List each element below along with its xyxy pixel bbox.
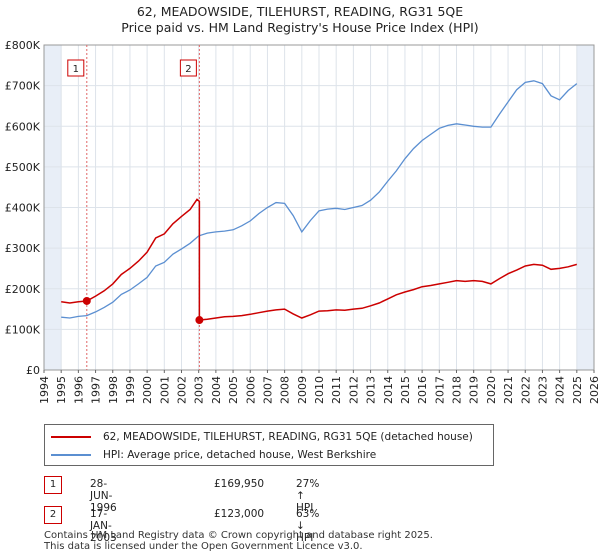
x-tick-label: 1998 — [107, 376, 120, 404]
x-tick-label: 2023 — [536, 376, 549, 404]
x-tick-label: 2006 — [244, 376, 257, 404]
footer-licence: This data is licensed under the Open Gov… — [44, 541, 363, 552]
transaction-date: 17-JAN-2003 — [90, 508, 117, 544]
legend-label-property: 62, MEADOWSIDE, TILEHURST, READING, RG31… — [103, 431, 473, 443]
x-tick-label: 1997 — [90, 376, 103, 404]
chart-subtitle: Price paid vs. HM Land Registry's House … — [121, 20, 479, 35]
x-tick-label: 1995 — [55, 376, 68, 404]
x-tick-label: 2001 — [158, 376, 171, 404]
x-tick-label: 2020 — [485, 376, 498, 404]
x-tick-label: 2002 — [176, 376, 189, 404]
x-tick-label: 2005 — [227, 376, 240, 404]
x-tick-label: 2012 — [347, 376, 360, 404]
legend: 62, MEADOWSIDE, TILEHURST, READING, RG31… — [44, 424, 494, 466]
x-axis: 1994 1995 1996 1997 1998 1999 2000 2001 2002 2003… — [38, 370, 600, 404]
y-tick-label: £800K — [5, 39, 41, 52]
y-tick-label: £300K — [5, 242, 41, 255]
sale-points — [82, 296, 204, 325]
x-tick-label: 1999 — [124, 376, 137, 404]
y-tick-label: £400K — [5, 202, 41, 215]
x-tick-label: 2007 — [261, 376, 274, 404]
x-tick-label: 2013 — [365, 376, 378, 404]
legend-item-hpi: HPI: Average price, detached house, West… — [51, 446, 376, 464]
sale-marker-label: 1 — [73, 64, 79, 75]
x-tick-label: 2011 — [330, 376, 343, 404]
legend-label-hpi: HPI: Average price, detached house, West… — [103, 449, 377, 461]
transaction-hpi-diff: 27% ↑ HPI — [296, 478, 320, 514]
x-tick-label: 2026 — [588, 376, 600, 404]
transaction-hpi-diff: 63% ↓ HPI — [296, 508, 320, 544]
y-tick-label: £0 — [26, 364, 40, 377]
legend-item-property: 62, MEADOWSIDE, TILEHURST, READING, RG31… — [51, 428, 473, 446]
x-tick-label: 2009 — [296, 376, 309, 404]
hpi-series-line — [61, 80, 578, 319]
footer-copyright: Contains HM Land Registry data © Crown c… — [44, 530, 433, 541]
x-tick-label: 2018 — [451, 376, 464, 404]
x-tick-label: 1994 — [38, 376, 51, 404]
property-series-line — [61, 198, 578, 321]
x-tick-label: 2008 — [279, 376, 292, 404]
x-tick-label: 2019 — [468, 376, 481, 404]
sale-marker-badge — [179, 59, 197, 77]
x-tick-label: 1996 — [72, 376, 85, 404]
x-tick-label: 2004 — [210, 376, 223, 404]
x-tick-label: 2015 — [399, 376, 412, 404]
sale-point — [82, 296, 91, 305]
x-tick-label: 2016 — [416, 376, 429, 404]
x-tick-label: 2014 — [382, 376, 395, 404]
y-tick-label: £100K — [5, 323, 41, 336]
transaction-price: £169,950 — [214, 478, 265, 490]
gridlines — [43, 44, 595, 371]
x-tick-label: 2025 — [571, 376, 584, 404]
x-tick-label: 2010 — [313, 376, 326, 404]
x-tick-label: 2017 — [433, 376, 446, 404]
y-tick-label: £200K — [5, 283, 41, 296]
x-tick-label: 2022 — [519, 376, 532, 404]
price-chart: £0 £100K £200K £300K £400K £500K £600K £700K £80… — [5, 39, 600, 404]
x-tick-label: 2024 — [554, 376, 567, 404]
y-tick-label: £500K — [5, 161, 41, 174]
sale-marker-label: 2 — [185, 64, 191, 75]
footer: Contains HM Land Registry data © Crown c… — [44, 530, 433, 552]
transaction-number: 1 — [44, 476, 62, 494]
sale-point — [195, 316, 204, 325]
transaction-number: 2 — [44, 506, 62, 524]
chart-title: 62, MEADOWSIDE, TILEHURST, READING, RG31… — [136, 4, 464, 19]
x-tick-label: 2003 — [193, 376, 206, 404]
x-tick-label: 2000 — [141, 376, 154, 404]
x-tick-label: 2021 — [502, 376, 515, 404]
y-tick-label: £600K — [5, 120, 41, 133]
legend-swatch-hpi — [51, 454, 91, 456]
legend-swatch-property — [51, 436, 91, 438]
sale-marker-badge — [67, 59, 85, 77]
y-tick-label: £700K — [5, 80, 41, 93]
transaction-date: 28-JUN-1996 — [90, 478, 117, 514]
y-axis: £0 £100K £200K £300K £400K £500K £600K £700K £80… — [5, 39, 41, 377]
transaction-price: £123,000 — [214, 508, 265, 520]
